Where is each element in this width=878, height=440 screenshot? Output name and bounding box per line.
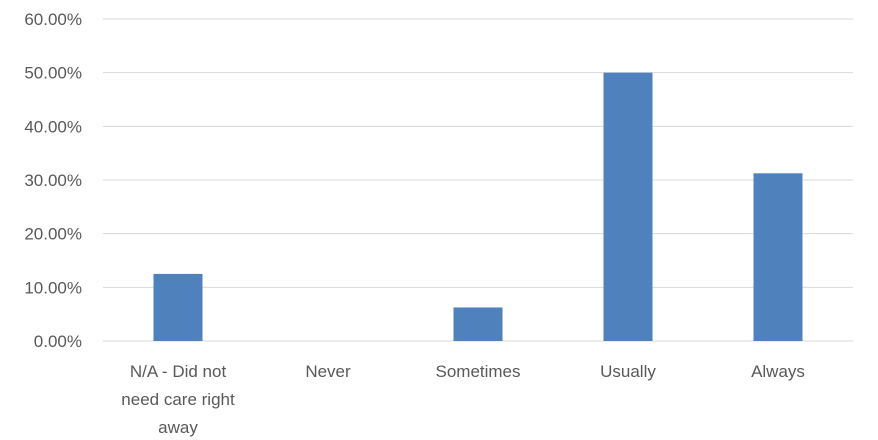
y-axis-tick-labels: 0.00% 10.00% 20.00% 30.00% 40.00% 50.00% 60.00…	[24, 10, 82, 351]
y-tick-label: 10.00%	[24, 278, 82, 297]
bar	[453, 307, 503, 341]
y-tick-label: 30.00%	[24, 171, 82, 190]
x-category-label: Sometimes	[435, 362, 520, 381]
x-category-label-line: N/A - Did not	[130, 362, 227, 381]
y-tick-label: 60.00%	[24, 10, 82, 29]
bar	[753, 173, 803, 341]
x-category-label: Always	[751, 362, 805, 381]
bar	[153, 273, 203, 341]
bars	[153, 72, 803, 342]
x-category-label: Never	[305, 362, 351, 381]
gridlines	[103, 18, 853, 342]
y-tick-label: 50.00%	[24, 64, 82, 83]
x-category-label-line: Never	[305, 362, 351, 381]
x-category-label-line: Sometimes	[435, 362, 520, 381]
x-category-label: N/A - Did not need care right away	[121, 362, 235, 437]
y-tick-label: 40.00%	[24, 117, 82, 136]
x-category-label-line: Always	[751, 362, 805, 381]
x-axis-category-labels: N/A - Did not need care right away Never Som…	[121, 362, 805, 437]
y-tick-label: 20.00%	[24, 225, 82, 244]
x-category-label-line: away	[158, 418, 198, 437]
bar	[603, 72, 653, 342]
x-category-label-line: Usually	[600, 362, 656, 381]
x-category-label: Usually	[600, 362, 656, 381]
y-tick-label: 0.00%	[34, 332, 82, 351]
x-category-label-line: need care right	[121, 390, 235, 409]
